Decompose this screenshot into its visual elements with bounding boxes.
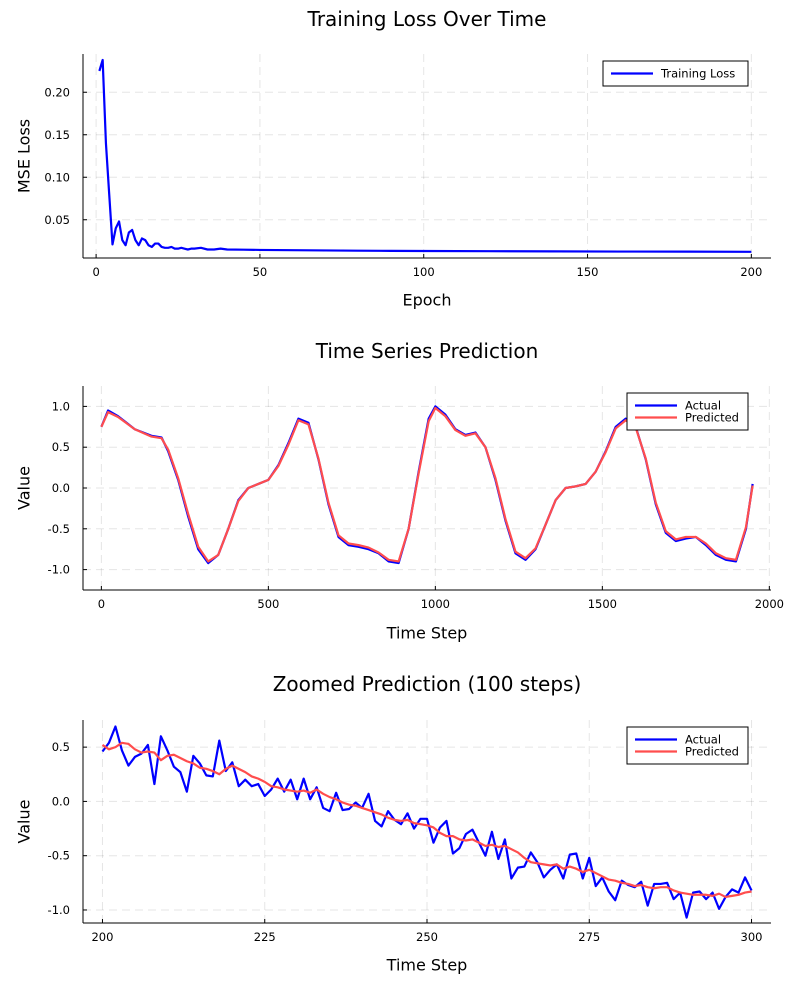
series-line-predicted	[101, 741, 752, 899]
x-tick-label: 100	[413, 265, 435, 279]
x-tick-label: 200	[740, 265, 762, 279]
chart-title: Time Series Prediction	[315, 339, 539, 363]
x-tick-label: 250	[416, 930, 438, 944]
x-tick-label: 300	[741, 930, 763, 944]
legend-box	[626, 392, 749, 431]
x-axis-label: Epoch	[403, 291, 452, 310]
x-tick-label: 225	[254, 930, 276, 944]
x-tick-label: 150	[577, 265, 599, 279]
plot-loss: Training Loss Over Time 0 50 100 150 200 0.05 0…	[15, 7, 771, 310]
x-tick-label: 0	[98, 597, 105, 611]
y-tick-label: -1.0	[48, 903, 70, 917]
y-tick-label: 0.20	[44, 85, 70, 99]
y-tick-label: -1.0	[48, 563, 70, 577]
legend-label: Actual	[685, 733, 721, 747]
legend-label: Training Loss	[660, 67, 735, 81]
y-tick-label: -0.5	[48, 849, 70, 863]
x-tick-label: 50	[253, 265, 268, 279]
x-tick-label: 1500	[588, 597, 617, 611]
legend-label: Predicted	[685, 411, 739, 425]
y-tick-label: 0.15	[44, 128, 70, 142]
y-axis-label: Value	[15, 466, 34, 510]
x-tick-label: 2000	[755, 597, 784, 611]
x-tick-label: 0	[92, 265, 99, 279]
chart-title: Zoomed Prediction (100 steps)	[273, 672, 582, 696]
x-tick-label: 1000	[421, 597, 450, 611]
y-axis-label: Value	[15, 800, 34, 844]
x-axis-label: Time Step	[386, 956, 468, 975]
y-axis-label: MSE Loss	[15, 119, 34, 193]
legend-label: Predicted	[685, 745, 739, 759]
legend: Training Loss	[602, 60, 749, 87]
y-tick-label: 1.0	[52, 399, 70, 413]
y-tick-label: 0.5	[52, 440, 70, 454]
y-tick-label: 0.5	[52, 740, 70, 754]
legend-label: Actual	[685, 399, 721, 413]
y-tick-label: -0.5	[48, 522, 70, 536]
chart-title: Training Loss Over Time	[307, 7, 547, 31]
x-axis-label: Time Step	[386, 624, 468, 643]
plot-zoomed: Zoomed Prediction (100 steps) 200 225 250 27…	[15, 672, 771, 975]
plot-timeseries: Time Series Prediction 0 500 1000 1500 2000 -1…	[15, 339, 784, 643]
series-line-predicted	[100, 406, 754, 563]
y-tick-label: 0.05	[44, 213, 70, 227]
series-line-training-loss	[98, 58, 752, 253]
y-tick-label: 0.10	[44, 170, 70, 184]
x-tick-label: 200	[91, 930, 113, 944]
y-tick-label: 0.0	[52, 794, 70, 808]
x-tick-label: 275	[578, 930, 600, 944]
x-tick-label: 500	[257, 597, 279, 611]
y-tick-label: 0.0	[52, 481, 70, 495]
legend-box	[626, 726, 749, 765]
series-line-actual	[101, 725, 753, 919]
